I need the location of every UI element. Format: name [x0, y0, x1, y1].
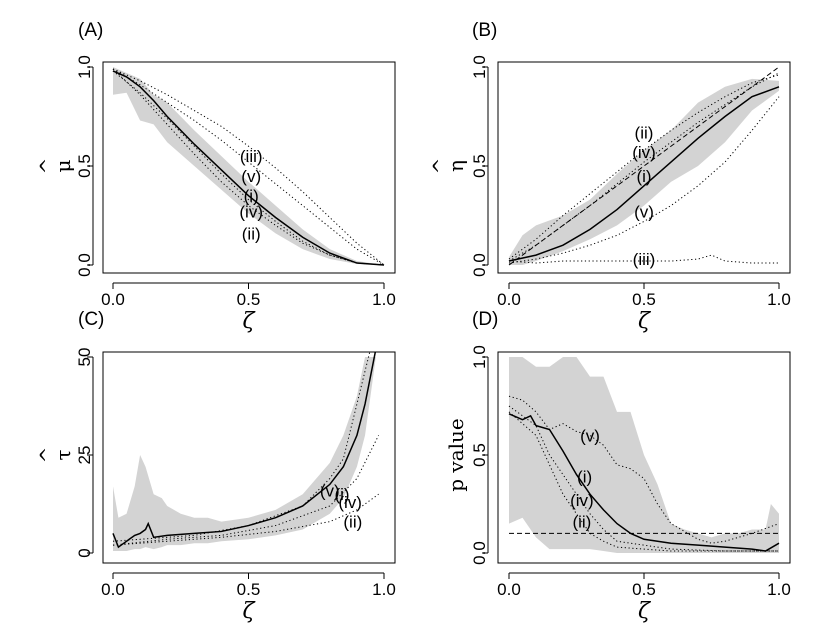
series-line-v	[112, 352, 371, 542]
y-axis-hat: ^	[428, 158, 452, 175]
series-annotation: (ii)	[635, 123, 654, 142]
y-axis-hat: ^	[35, 447, 59, 464]
y-tick-label: 0.5	[75, 154, 94, 178]
x-tick-label: 0.0	[101, 290, 125, 309]
x-axis-label: ζ	[638, 599, 652, 624]
series-line-v	[508, 395, 780, 544]
x-tick-label: 1.0	[372, 580, 396, 599]
panel-a: 0.0 0.5 1.0 0.0 0.5 1.0 ζ μ^ (A) (iii)(v)(i)(iv) (…	[35, 20, 396, 334]
x-axis-label: ζ	[243, 599, 257, 624]
panel-label: (B)	[472, 20, 497, 41]
panel-c: 0.0 0.5 1.0 0 25 50 ζ τ^ (C) (v)(i)(iv)(ii)	[35, 309, 396, 624]
confidence-band	[113, 357, 376, 552]
series-line-ii	[508, 74, 780, 260]
y-tick-label: 0	[75, 548, 94, 557]
series-annotation: (iv)	[338, 493, 362, 512]
plot-area	[112, 67, 385, 266]
series-annotation: (iii)	[240, 147, 263, 166]
series-line-i	[112, 352, 377, 549]
x-tick-label: 0.5	[237, 290, 261, 309]
y-tick-label: 1.0	[75, 55, 94, 79]
series-line-i	[508, 413, 780, 552]
y-axis-label: μ	[51, 160, 75, 173]
y-axis-label: p value	[444, 418, 468, 492]
series-annotation: (i)	[244, 187, 259, 206]
series-line-ii	[508, 411, 779, 552]
x-tick-label: 1.0	[767, 290, 791, 309]
panel-label: (D)	[472, 309, 498, 330]
panel-label: (A)	[78, 20, 103, 41]
x-tick-label: 0.5	[237, 580, 261, 599]
x-tick-label: 0.5	[632, 290, 656, 309]
series-line-iv	[112, 70, 385, 266]
series-line-iv	[112, 435, 380, 546]
plot-frame	[102, 351, 396, 564]
plot-area	[112, 352, 380, 552]
x-tick-label: 0.0	[101, 580, 125, 599]
y-tick-label: 25	[75, 446, 94, 465]
x-tick-label: 0.0	[497, 580, 521, 599]
series-annotation: (v)	[634, 203, 654, 222]
plot-frame	[102, 61, 396, 274]
series-annotation: (v)	[320, 481, 340, 500]
series-annotation: (i)	[334, 485, 349, 504]
series-annotation: (v)	[580, 426, 600, 445]
series-annotation: (ii)	[242, 224, 261, 243]
confidence-band	[509, 78, 779, 265]
series-annotation: (i)	[636, 167, 651, 186]
x-tick-label: 0.0	[497, 290, 521, 309]
series-annotation: (iii)	[633, 250, 656, 269]
y-axis-label: τ	[51, 449, 75, 460]
series-annotation: (iv)	[570, 491, 594, 510]
series-annotation: (i)	[577, 468, 592, 487]
y-tick-label: 0.0	[75, 253, 94, 277]
x-tick-label: 1.0	[372, 290, 396, 309]
series-annotation: (ii)	[343, 513, 362, 532]
series-line-iii	[112, 68, 385, 266]
y-tick-label: 0.5	[470, 154, 489, 178]
plot-frame	[497, 351, 791, 564]
y-tick-label: 0.0	[470, 253, 489, 277]
panel-label: (C)	[78, 309, 104, 330]
series-line-i	[112, 70, 385, 266]
y-axis-label: η	[444, 160, 468, 172]
x-tick-label: 0.5	[632, 580, 656, 599]
series-annotation: (v)	[241, 167, 261, 186]
plot-frame	[497, 61, 791, 274]
series-annotation: (ii)	[572, 513, 591, 532]
x-axis-label: ζ	[638, 309, 652, 334]
series-line-ii	[112, 68, 385, 266]
confidence-band	[509, 357, 779, 553]
series-line-v	[112, 68, 385, 266]
series-line-iii	[508, 254, 779, 264]
series-line-v	[508, 96, 780, 264]
panel-d: 0.0 0.5 1.0 0.0 0.5 1.0 ζ p value (D) (v) (i) (iv) (…	[444, 309, 791, 624]
series-line-ii	[112, 493, 379, 546]
y-tick-label: 50	[75, 348, 94, 367]
x-axis-label: ζ	[243, 309, 257, 334]
y-tick-label: 1.0	[470, 345, 489, 369]
y-tick-label: 0.0	[470, 541, 489, 565]
y-tick-label: 1.0	[470, 55, 489, 79]
y-tick-label: 0.5	[470, 443, 489, 467]
x-tick-label: 1.0	[767, 580, 791, 599]
series-line-i	[508, 86, 780, 262]
series-line-iv	[508, 72, 780, 262]
panel-b: 0.0 0.5 1.0 0.0 0.5 1.0 ζ η^ (B) (ii)(iv) (i) (v) (i…	[428, 20, 791, 334]
series-annotation: (iv)	[632, 143, 656, 162]
series-annotation: (iv)	[239, 203, 263, 222]
y-axis-hat: ^	[35, 158, 59, 175]
confidence-band	[113, 67, 384, 265]
plot-area	[508, 66, 780, 266]
plot-area	[508, 357, 780, 553]
